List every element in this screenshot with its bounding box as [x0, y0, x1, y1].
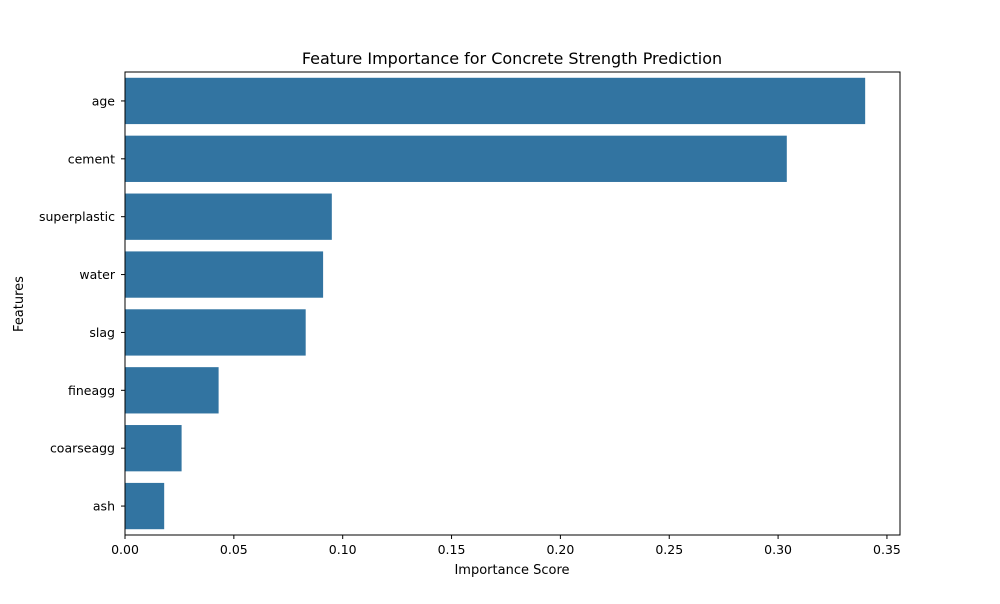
y-tick-label: ash [93, 499, 115, 514]
x-tick-label: 0.00 [111, 542, 139, 557]
x-tick-label: 0.05 [220, 542, 248, 557]
y-tick-label: water [79, 267, 115, 282]
plot-frame [124, 71, 901, 536]
chart-title: Feature Importance for Concrete Strength… [302, 49, 722, 68]
x-tick-label: 0.30 [764, 542, 792, 557]
y-tick-label: cement [68, 151, 115, 166]
x-tick-label: 0.10 [329, 542, 357, 557]
y-tick-label: coarseagg [50, 441, 115, 456]
bar-water [125, 251, 324, 298]
bar-superplastic [125, 193, 332, 240]
x-tick-label: 0.15 [438, 542, 466, 557]
bar-coarseagg [125, 425, 182, 472]
y-axis-ticks: age cement superplastic water slag fineagg coa… [39, 93, 125, 514]
x-axis-ticks: 0.00 0.05 0.10 0.15 0.20 0.25 0.30 0.35 [111, 535, 901, 557]
y-axis-title: Features [12, 276, 27, 332]
y-tick-label: slag [89, 325, 115, 340]
x-tick-label: 0.20 [546, 542, 574, 557]
x-axis-title: Importance Score [454, 563, 569, 578]
bar-age [125, 77, 866, 125]
bar-ash [125, 482, 165, 530]
bar-cement [125, 135, 787, 182]
bar-fineagg [125, 367, 219, 414]
x-tick-label: 0.25 [655, 542, 683, 557]
y-tick-label: superplastic [39, 209, 115, 224]
bar-slag [125, 309, 306, 356]
y-tick-label: age [92, 93, 116, 108]
bars-group [125, 77, 866, 530]
x-tick-label: 0.35 [873, 542, 901, 557]
y-tick-label: fineagg [68, 383, 115, 398]
